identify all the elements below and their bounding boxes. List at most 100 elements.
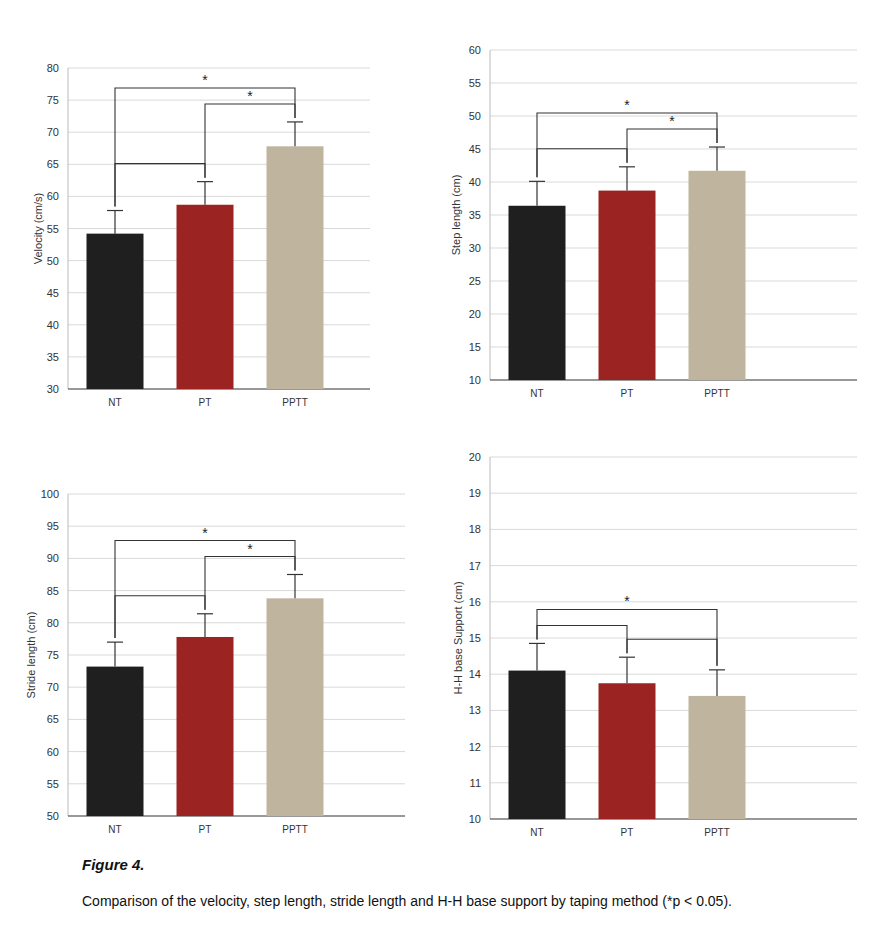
tick-label: 65: [47, 158, 59, 170]
comparison-bracket: [537, 113, 717, 177]
category-label: PPTT: [704, 388, 730, 399]
significance-label: *: [202, 525, 208, 541]
error-bar: [287, 122, 303, 146]
comparison-bracket: [627, 129, 717, 163]
grid-line: [68, 558, 405, 559]
grid-line: [68, 68, 370, 69]
tick-label: 60: [47, 190, 59, 202]
error-bar: [107, 642, 123, 666]
error-cap: [197, 181, 213, 182]
error-bar: [709, 670, 725, 696]
tick-label: 20: [469, 451, 481, 463]
tick-label: 35: [469, 209, 481, 221]
category-label: PT: [621, 388, 634, 399]
error-line: [294, 575, 295, 599]
y-axis: [490, 457, 491, 819]
y-axis: [68, 68, 69, 389]
error-line: [204, 182, 205, 205]
tick-label: 80: [47, 62, 59, 74]
significance-label: *: [202, 72, 208, 88]
comparison-bracket: [115, 541, 295, 639]
error-cap: [287, 121, 303, 122]
grid-line: [68, 526, 405, 527]
tick-label: 12: [469, 741, 481, 753]
chart: 1011121314151617181920H-H base Support (…: [452, 451, 857, 838]
y-axis: [490, 50, 491, 380]
error-bar: [107, 211, 123, 234]
error-bar: [619, 167, 635, 191]
error-bar: [197, 614, 213, 637]
bar: [87, 234, 144, 389]
grid-line: [490, 50, 857, 51]
tick-label: 13: [469, 704, 481, 716]
grid-line: [490, 83, 857, 84]
comparison-bracket: [115, 88, 295, 207]
category-label: NT: [108, 397, 121, 408]
tick-label: 16: [469, 596, 481, 608]
tick-label: 17: [469, 560, 481, 572]
tick-label: 80: [47, 617, 59, 629]
tick-label: 95: [47, 520, 59, 532]
comparison-bracket: [537, 149, 627, 178]
error-cap: [709, 146, 725, 147]
bar: [689, 171, 746, 380]
bar: [509, 671, 566, 819]
error-cap: [107, 210, 123, 211]
grid-line: [68, 164, 370, 165]
grid-line: [490, 638, 857, 639]
y-axis-label: H-H base Support (cm): [452, 581, 464, 694]
y-axis-label: Velocity (cm/s): [32, 193, 44, 265]
significance-label: *: [624, 593, 630, 609]
category-label: PT: [621, 827, 634, 838]
bar: [267, 598, 324, 816]
grid-line: [490, 182, 857, 183]
tick-label: 10: [469, 374, 481, 386]
caption-text: Comparison of the velocity, step length,…: [82, 893, 732, 909]
tick-label: 85: [47, 585, 59, 597]
error-cap: [197, 613, 213, 614]
tick-label: 90: [47, 552, 59, 564]
bar: [267, 146, 324, 389]
significance-label: *: [247, 541, 253, 557]
bar: [177, 637, 234, 816]
category-label: NT: [530, 388, 543, 399]
error-cap: [619, 657, 635, 658]
tick-label: 11: [470, 777, 481, 789]
grid-line: [490, 493, 857, 494]
tick-label: 55: [47, 223, 59, 235]
grid-line: [68, 590, 405, 591]
bar: [177, 205, 234, 389]
category-label: PT: [199, 824, 212, 835]
tick-label: 50: [47, 810, 59, 822]
tick-label: 40: [47, 319, 59, 331]
chart: 3035404550556065707580Velocity (cm/s)NTP…: [32, 62, 370, 408]
y-axis: [68, 494, 69, 816]
comparison-bracket: [537, 625, 627, 653]
grid-line: [68, 196, 370, 197]
grid-line: [68, 100, 370, 101]
tick-label: 19: [469, 487, 481, 499]
chart: 50556065707580859095100Stride length (cm…: [25, 488, 405, 835]
figure: 3035404550556065707580Velocity (cm/s)NTP…: [0, 0, 887, 926]
error-bar: [709, 147, 725, 171]
grid-line: [490, 601, 857, 602]
tick-label: 40: [469, 176, 481, 188]
error-line: [716, 147, 717, 171]
error-line: [626, 657, 627, 683]
error-line: [114, 642, 115, 666]
grid-line: [490, 529, 857, 530]
tick-label: 45: [469, 143, 481, 155]
error-cap: [107, 642, 123, 643]
category-label: NT: [108, 824, 121, 835]
error-bar: [529, 181, 545, 205]
tick-label: 20: [469, 308, 481, 320]
tick-label: 100: [41, 488, 59, 500]
tick-label: 30: [47, 383, 59, 395]
bars: [509, 643, 746, 819]
bars: [509, 147, 746, 380]
error-line: [536, 643, 537, 670]
tick-label: 18: [469, 523, 481, 535]
y-axis-label: Step length (cm): [450, 175, 462, 256]
grid-line: [68, 494, 405, 495]
error-bar: [197, 182, 213, 205]
